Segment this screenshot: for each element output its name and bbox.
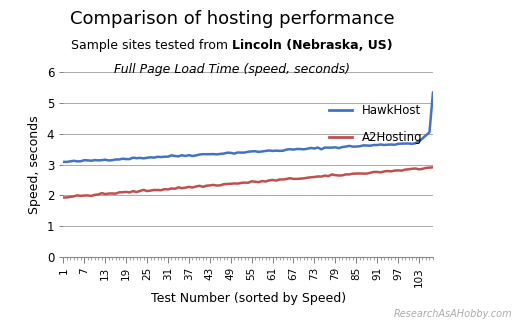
Text: Full Page Load Time (speed, seconds): Full Page Load Time (speed, seconds) [115, 63, 350, 76]
Text: ResearchAsAHobby.com: ResearchAsAHobby.com [393, 309, 512, 319]
Y-axis label: Speed, seconds: Speed, seconds [29, 115, 41, 214]
Text: Lincoln (Nebraska, US): Lincoln (Nebraska, US) [232, 39, 393, 53]
Text: Comparison of hosting performance: Comparison of hosting performance [70, 10, 394, 28]
X-axis label: Test Number (sorted by Speed): Test Number (sorted by Speed) [150, 292, 346, 305]
Legend: HawkHost, A2Hosting: HawkHost, A2Hosting [324, 99, 427, 149]
Text: Sample sites tested from: Sample sites tested from [71, 39, 232, 53]
